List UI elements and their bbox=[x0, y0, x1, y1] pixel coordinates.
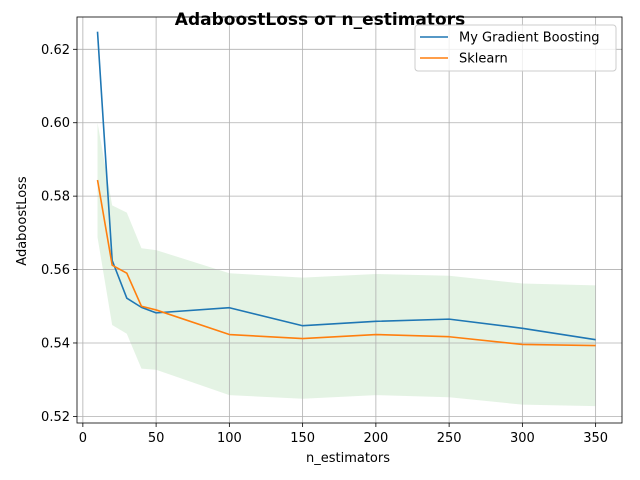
confidence-band bbox=[97, 122, 596, 407]
x-tick-label: 0 bbox=[79, 431, 87, 446]
y-tick-label: 0.62 bbox=[41, 43, 70, 58]
plot-area-frame bbox=[76, 16, 623, 424]
y-tick-label: 0.56 bbox=[41, 263, 70, 278]
x-axis-title: n_estimators bbox=[306, 451, 390, 466]
y-tick-label: 0.60 bbox=[41, 116, 70, 131]
legend-label: Sklearn bbox=[459, 52, 508, 67]
series-line bbox=[96, 179, 596, 347]
chart-title: AdaboostLoss от n_estimators bbox=[175, 10, 465, 30]
x-tick-label: 150 bbox=[290, 431, 315, 446]
series-line bbox=[96, 31, 596, 341]
legend-box bbox=[414, 24, 617, 72]
grid-layer bbox=[77, 17, 622, 423]
series-lines-layer bbox=[96, 31, 596, 347]
tick-layer: 0 50 100 150 200 250 300 350 0.52 0.54 0.56 0.58 0.6… bbox=[41, 43, 608, 446]
x-tick-label: 350 bbox=[583, 431, 608, 446]
y-tick-label: 0.58 bbox=[41, 190, 70, 205]
confidence-band-layer bbox=[97, 122, 596, 407]
x-tick-label: 250 bbox=[437, 431, 462, 446]
x-tick-label: 300 bbox=[510, 431, 535, 446]
y-axis-title: AdaboostLoss bbox=[15, 176, 30, 266]
x-tick-label: 50 bbox=[148, 431, 165, 446]
x-tick-label: 200 bbox=[363, 431, 388, 446]
legend: My Gradient Boosting Sklearn bbox=[414, 24, 617, 72]
legend-label: My Gradient Boosting bbox=[459, 31, 600, 46]
y-tick-label: 0.52 bbox=[41, 410, 70, 425]
y-tick-label: 0.54 bbox=[41, 336, 70, 351]
x-tick-label: 100 bbox=[217, 431, 242, 446]
